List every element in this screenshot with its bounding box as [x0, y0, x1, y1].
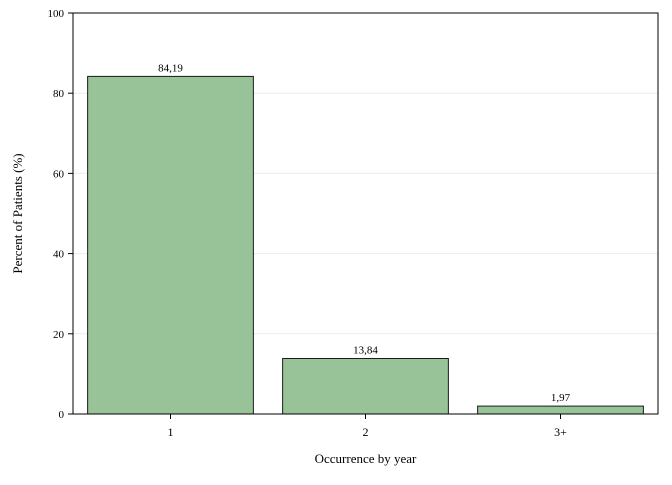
y-axis-title: Percent of Patients (%) [10, 153, 25, 273]
data-labels: 84,19 13,84 1,97 [158, 62, 571, 404]
x-axis-title: Occurrence by year [315, 451, 417, 466]
data-label: 84,19 [158, 62, 183, 74]
x-tick-label: 2 [363, 425, 369, 439]
data-label: 1,97 [551, 392, 571, 404]
x-tick-label: 1 [168, 425, 174, 439]
y-axis-ticks: 0 20 40 60 80 100 [48, 8, 73, 421]
bar-3+ [477, 405, 644, 415]
bar-2 [282, 358, 449, 415]
y-tick-label: 20 [53, 329, 65, 341]
x-tick-label: 3+ [554, 425, 567, 439]
data-label: 13,84 [353, 345, 378, 357]
bars [87, 75, 644, 415]
y-tick-label: 40 [53, 249, 65, 261]
x-axis-ticks: 1 2 3+ [168, 414, 567, 439]
y-tick-label: 0 [59, 409, 65, 421]
y-tick-label: 80 [53, 88, 65, 100]
y-tick-label: 100 [48, 8, 65, 20]
y-tick-label: 60 [53, 168, 65, 180]
bar-1 [87, 75, 254, 415]
